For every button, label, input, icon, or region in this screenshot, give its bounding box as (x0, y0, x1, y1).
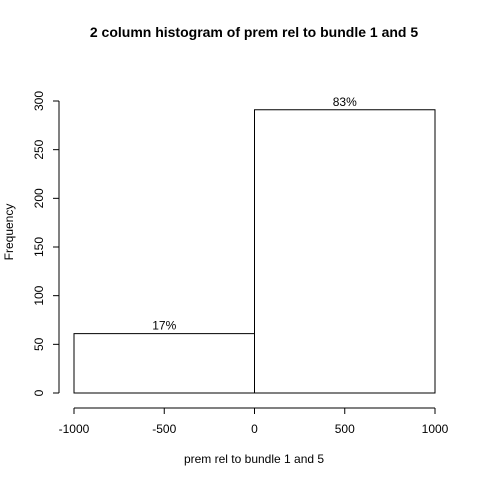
x-axis: -1000 -500 0 500 1000 (59, 407, 449, 436)
x-tick-label: 0 (251, 422, 258, 436)
x-tick-label: -1000 (59, 422, 90, 436)
x-tick-label: 1000 (422, 422, 449, 436)
y-tick-label: 250 (32, 139, 46, 159)
bars-group (73, 109, 436, 394)
histogram-bar (73, 333, 255, 394)
bar-percent-label: 83% (333, 95, 357, 109)
y-tick-label: 300 (32, 91, 46, 111)
y-tick-label: 0 (32, 389, 46, 396)
y-axis: 0 50 100 150 200 250 300 (32, 91, 60, 396)
x-tick-label: -500 (152, 422, 176, 436)
bar-labels-group: 17% 83% (152, 95, 357, 333)
chart-title: 2 column histogram of prem rel to bundle… (90, 24, 418, 40)
x-axis-label: prem rel to bundle 1 and 5 (184, 452, 324, 466)
y-tick-label: 50 (32, 337, 46, 351)
y-tick-label: 100 (32, 285, 46, 305)
x-tick-label: 500 (335, 422, 355, 436)
y-axis-label: Frequency (2, 204, 16, 261)
y-tick-label: 200 (32, 188, 46, 208)
histogram-bar (254, 109, 436, 394)
bar-percent-label: 17% (152, 319, 176, 333)
y-tick-label: 150 (32, 237, 46, 257)
